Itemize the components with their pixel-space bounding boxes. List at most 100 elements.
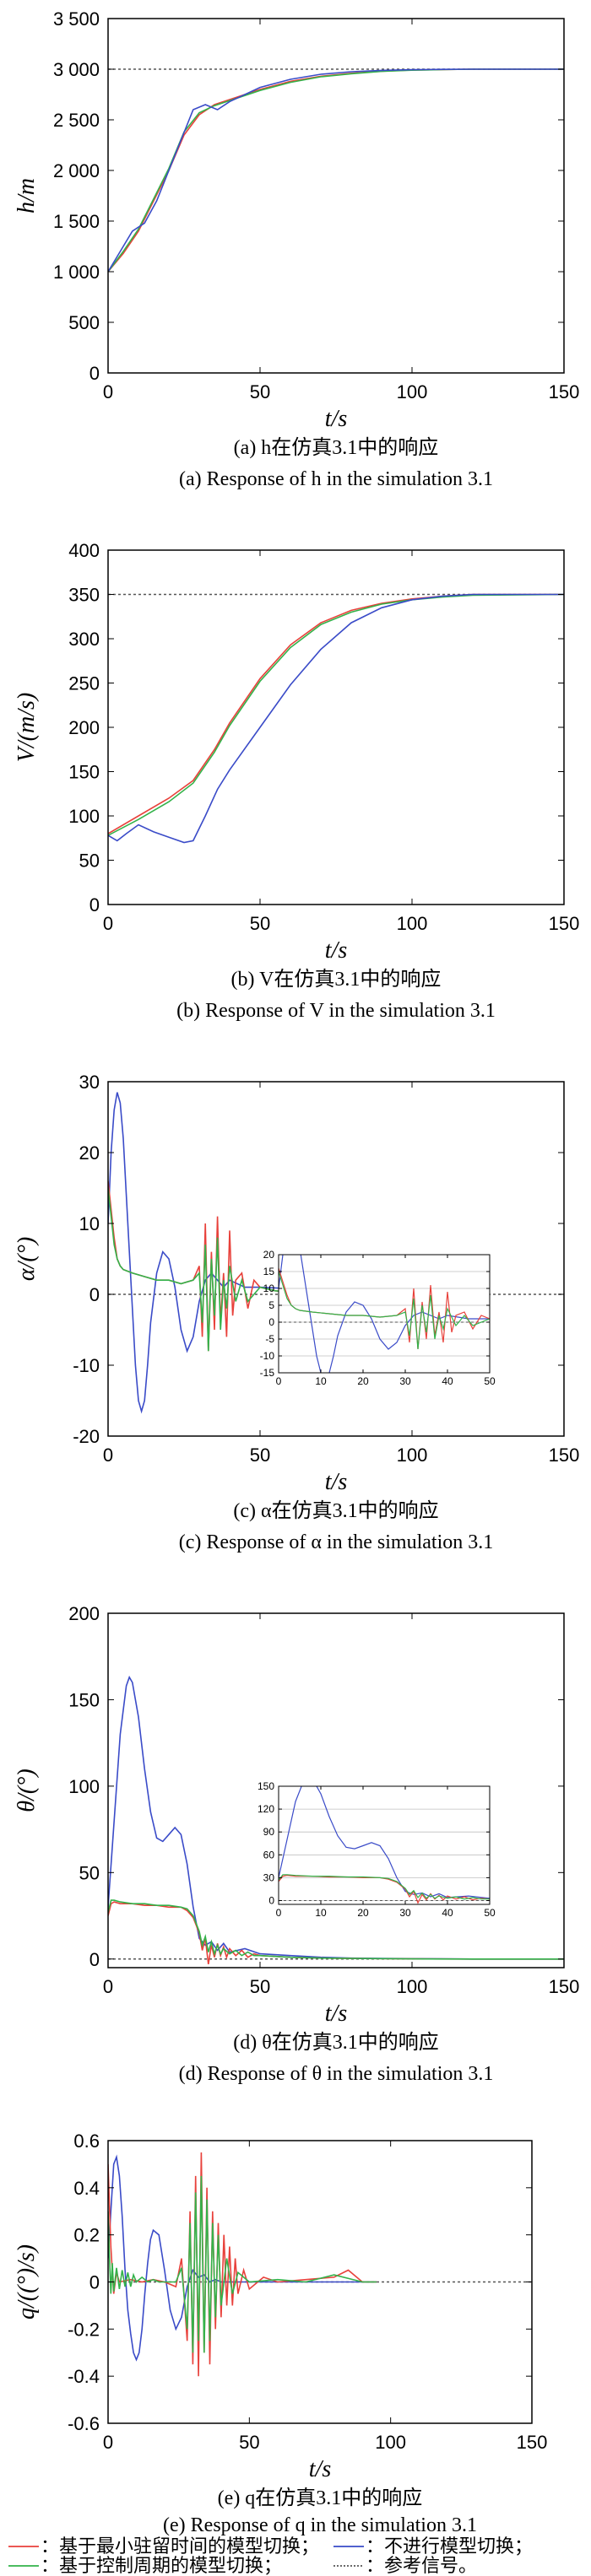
caption-cn: (c) α在仿真3.1中的响应 bbox=[233, 1499, 438, 1522]
x-tick-label: 0 bbox=[103, 1976, 113, 1997]
y-tick-label: 200 bbox=[68, 717, 100, 738]
caption-en: (a) Response of h in the simulation 3.1 bbox=[179, 468, 493, 490]
y-axis-label: θ/(°) bbox=[14, 1769, 40, 1812]
x-tick-label: 0 bbox=[103, 1445, 113, 1466]
y-axis-label: h/m bbox=[14, 178, 40, 213]
y-tick-label: 150 bbox=[68, 762, 100, 783]
plot-frame bbox=[278, 1254, 491, 1374]
y-tick-label: 100 bbox=[68, 1776, 100, 1797]
x-tick-label: 100 bbox=[397, 913, 428, 934]
plot-frame bbox=[107, 549, 565, 905]
y-tick-label: -0.4 bbox=[68, 2366, 100, 2387]
chart-alpha-inset: 0 10 20 30 40 50 -15 -10 -5 0 5 10 15 20 bbox=[260, 1249, 496, 1387]
series-no_switch bbox=[108, 1092, 398, 1414]
y-tick-label: 0 bbox=[89, 363, 100, 384]
x-tick-label: 100 bbox=[375, 2432, 406, 2453]
series-no_switch bbox=[108, 1675, 564, 1960]
caption-cn: (d) θ在仿真3.1中的响应 bbox=[233, 2031, 438, 2054]
x-tick-label: 150 bbox=[549, 381, 580, 402]
y-tick-label: -10 bbox=[73, 1355, 100, 1376]
plot-frame bbox=[107, 1612, 565, 1968]
x-tick-label: 150 bbox=[517, 2432, 548, 2453]
y-tick-label: 1 500 bbox=[53, 211, 100, 232]
x-tick-label: 50 bbox=[250, 1445, 270, 1466]
series-min_dwell bbox=[108, 68, 564, 273]
y-tick-label: 1 000 bbox=[53, 262, 100, 283]
x-tick-label: 100 bbox=[397, 1976, 428, 1997]
caption-cn: (e) q在仿真3.1中的响应 bbox=[218, 2487, 423, 2509]
x-tick-label: 30 bbox=[399, 1375, 411, 1387]
x-tick-label: 40 bbox=[442, 1907, 453, 1919]
series-ctrl_period bbox=[108, 1187, 397, 1352]
y-tick-label: -0.2 bbox=[68, 2319, 100, 2340]
x-axis-label: t/s bbox=[325, 1469, 348, 1495]
y-tick-label: 10 bbox=[263, 1283, 275, 1294]
caption-en: (e) Response of q in the simulation 3.1 bbox=[163, 2514, 477, 2536]
series-no_switch bbox=[108, 2154, 377, 2362]
x-tick-label: 0 bbox=[103, 381, 113, 402]
y-tick-label: 400 bbox=[68, 540, 100, 561]
plot-frame bbox=[278, 1785, 491, 1905]
y-tick-label: 3 500 bbox=[53, 8, 100, 30]
legend: ：基于最小驻留时间的模型切换； ：不进行模型切换； ：基于控制周期的模型切换； ：参考… bbox=[8, 2535, 533, 2576]
y-tick-label: 150 bbox=[258, 1780, 274, 1792]
chart-theta-inset: 0 10 20 30 40 50 0 30 60 90 120 150 bbox=[258, 1780, 496, 1919]
y-tick-label: -0.6 bbox=[68, 2413, 100, 2434]
y-tick-label: 30 bbox=[263, 1871, 275, 1883]
y-tick-label: 0 bbox=[268, 1316, 274, 1328]
series-no_switch bbox=[108, 68, 564, 273]
chart-V: 0 50 100 150 0 50 100 150 200 250 300 350 400 bbox=[68, 540, 579, 934]
caption-en: (c) Response of α in the simulation 3.1 bbox=[179, 1531, 494, 1553]
x-tick-label: 10 bbox=[315, 1907, 327, 1919]
y-axis-label: q/((°)/s) bbox=[14, 2244, 40, 2319]
y-tick-label: 0 bbox=[89, 1949, 100, 1970]
y-tick-label: -15 bbox=[260, 1367, 275, 1379]
legend-label-reference: ：参考信号。 bbox=[366, 2555, 477, 2576]
plot-frame bbox=[107, 1081, 565, 1437]
y-tick-label: 3 000 bbox=[53, 59, 100, 80]
y-tick-label: 0.4 bbox=[73, 2178, 100, 2199]
series-ctrl_period bbox=[108, 68, 564, 273]
y-tick-label: 50 bbox=[79, 1862, 100, 1883]
y-tick-label: 50 bbox=[79, 851, 100, 872]
y-tick-label: 300 bbox=[68, 629, 100, 650]
inset-background bbox=[279, 1786, 490, 1904]
caption-en: (d) Response of θ in the simulation 3.1 bbox=[179, 2063, 494, 2085]
series-ctrl_period bbox=[108, 2175, 377, 2353]
y-tick-label: 100 bbox=[68, 806, 100, 827]
x-tick-label: 50 bbox=[484, 1907, 496, 1919]
x-tick-label: 40 bbox=[442, 1375, 453, 1387]
y-tick-label: 350 bbox=[68, 585, 100, 606]
y-tick-label: 0 bbox=[89, 1284, 100, 1305]
y-tick-label: 20 bbox=[263, 1249, 275, 1261]
y-tick-label: 2 500 bbox=[53, 110, 100, 131]
legend-label-min_dwell: ：基于最小驻留时间的模型切换； bbox=[41, 2535, 319, 2557]
x-tick-label: 10 bbox=[315, 1375, 327, 1387]
series-no_switch bbox=[108, 593, 564, 844]
caption-cn: (b) V在仿真3.1中的响应 bbox=[231, 968, 442, 991]
legend-label-ctrl_period: ：基于控制周期的模型切换； bbox=[41, 2555, 282, 2576]
x-tick-label: 50 bbox=[250, 381, 270, 402]
plot-frame bbox=[107, 18, 565, 374]
chart-theta: 0 50 100 150 0 50 100 150 200 bbox=[68, 1603, 579, 1997]
x-tick-label: 50 bbox=[484, 1375, 496, 1387]
x-axis-label: t/s bbox=[325, 2001, 348, 2027]
x-tick-label: 0 bbox=[103, 913, 113, 934]
x-axis-label: t/s bbox=[325, 937, 348, 964]
chart-q: 0 50 100 150 -0.6 -0.4 -0.2 0 0.2 0.4 0.6 bbox=[68, 2130, 547, 2453]
series-min_dwell bbox=[108, 1901, 564, 1965]
x-tick-label: 150 bbox=[549, 1976, 580, 1997]
y-tick-label: 200 bbox=[68, 1603, 100, 1624]
y-tick-label: 0 bbox=[89, 894, 100, 915]
x-tick-label: 100 bbox=[397, 1445, 428, 1466]
x-axis-label: t/s bbox=[325, 406, 348, 432]
x-tick-label: 100 bbox=[397, 381, 428, 402]
y-axis-label: V/(m/s) bbox=[14, 693, 40, 762]
y-tick-label: -20 bbox=[73, 1426, 100, 1447]
y-tick-label: 30 bbox=[79, 1072, 100, 1093]
y-tick-label: -5 bbox=[265, 1333, 274, 1345]
chart-h: 0 50 100 150 0 500 1 000 1 500 2 000 2 500 3 000 3 … bbox=[53, 8, 579, 402]
y-tick-label: -10 bbox=[260, 1350, 275, 1362]
